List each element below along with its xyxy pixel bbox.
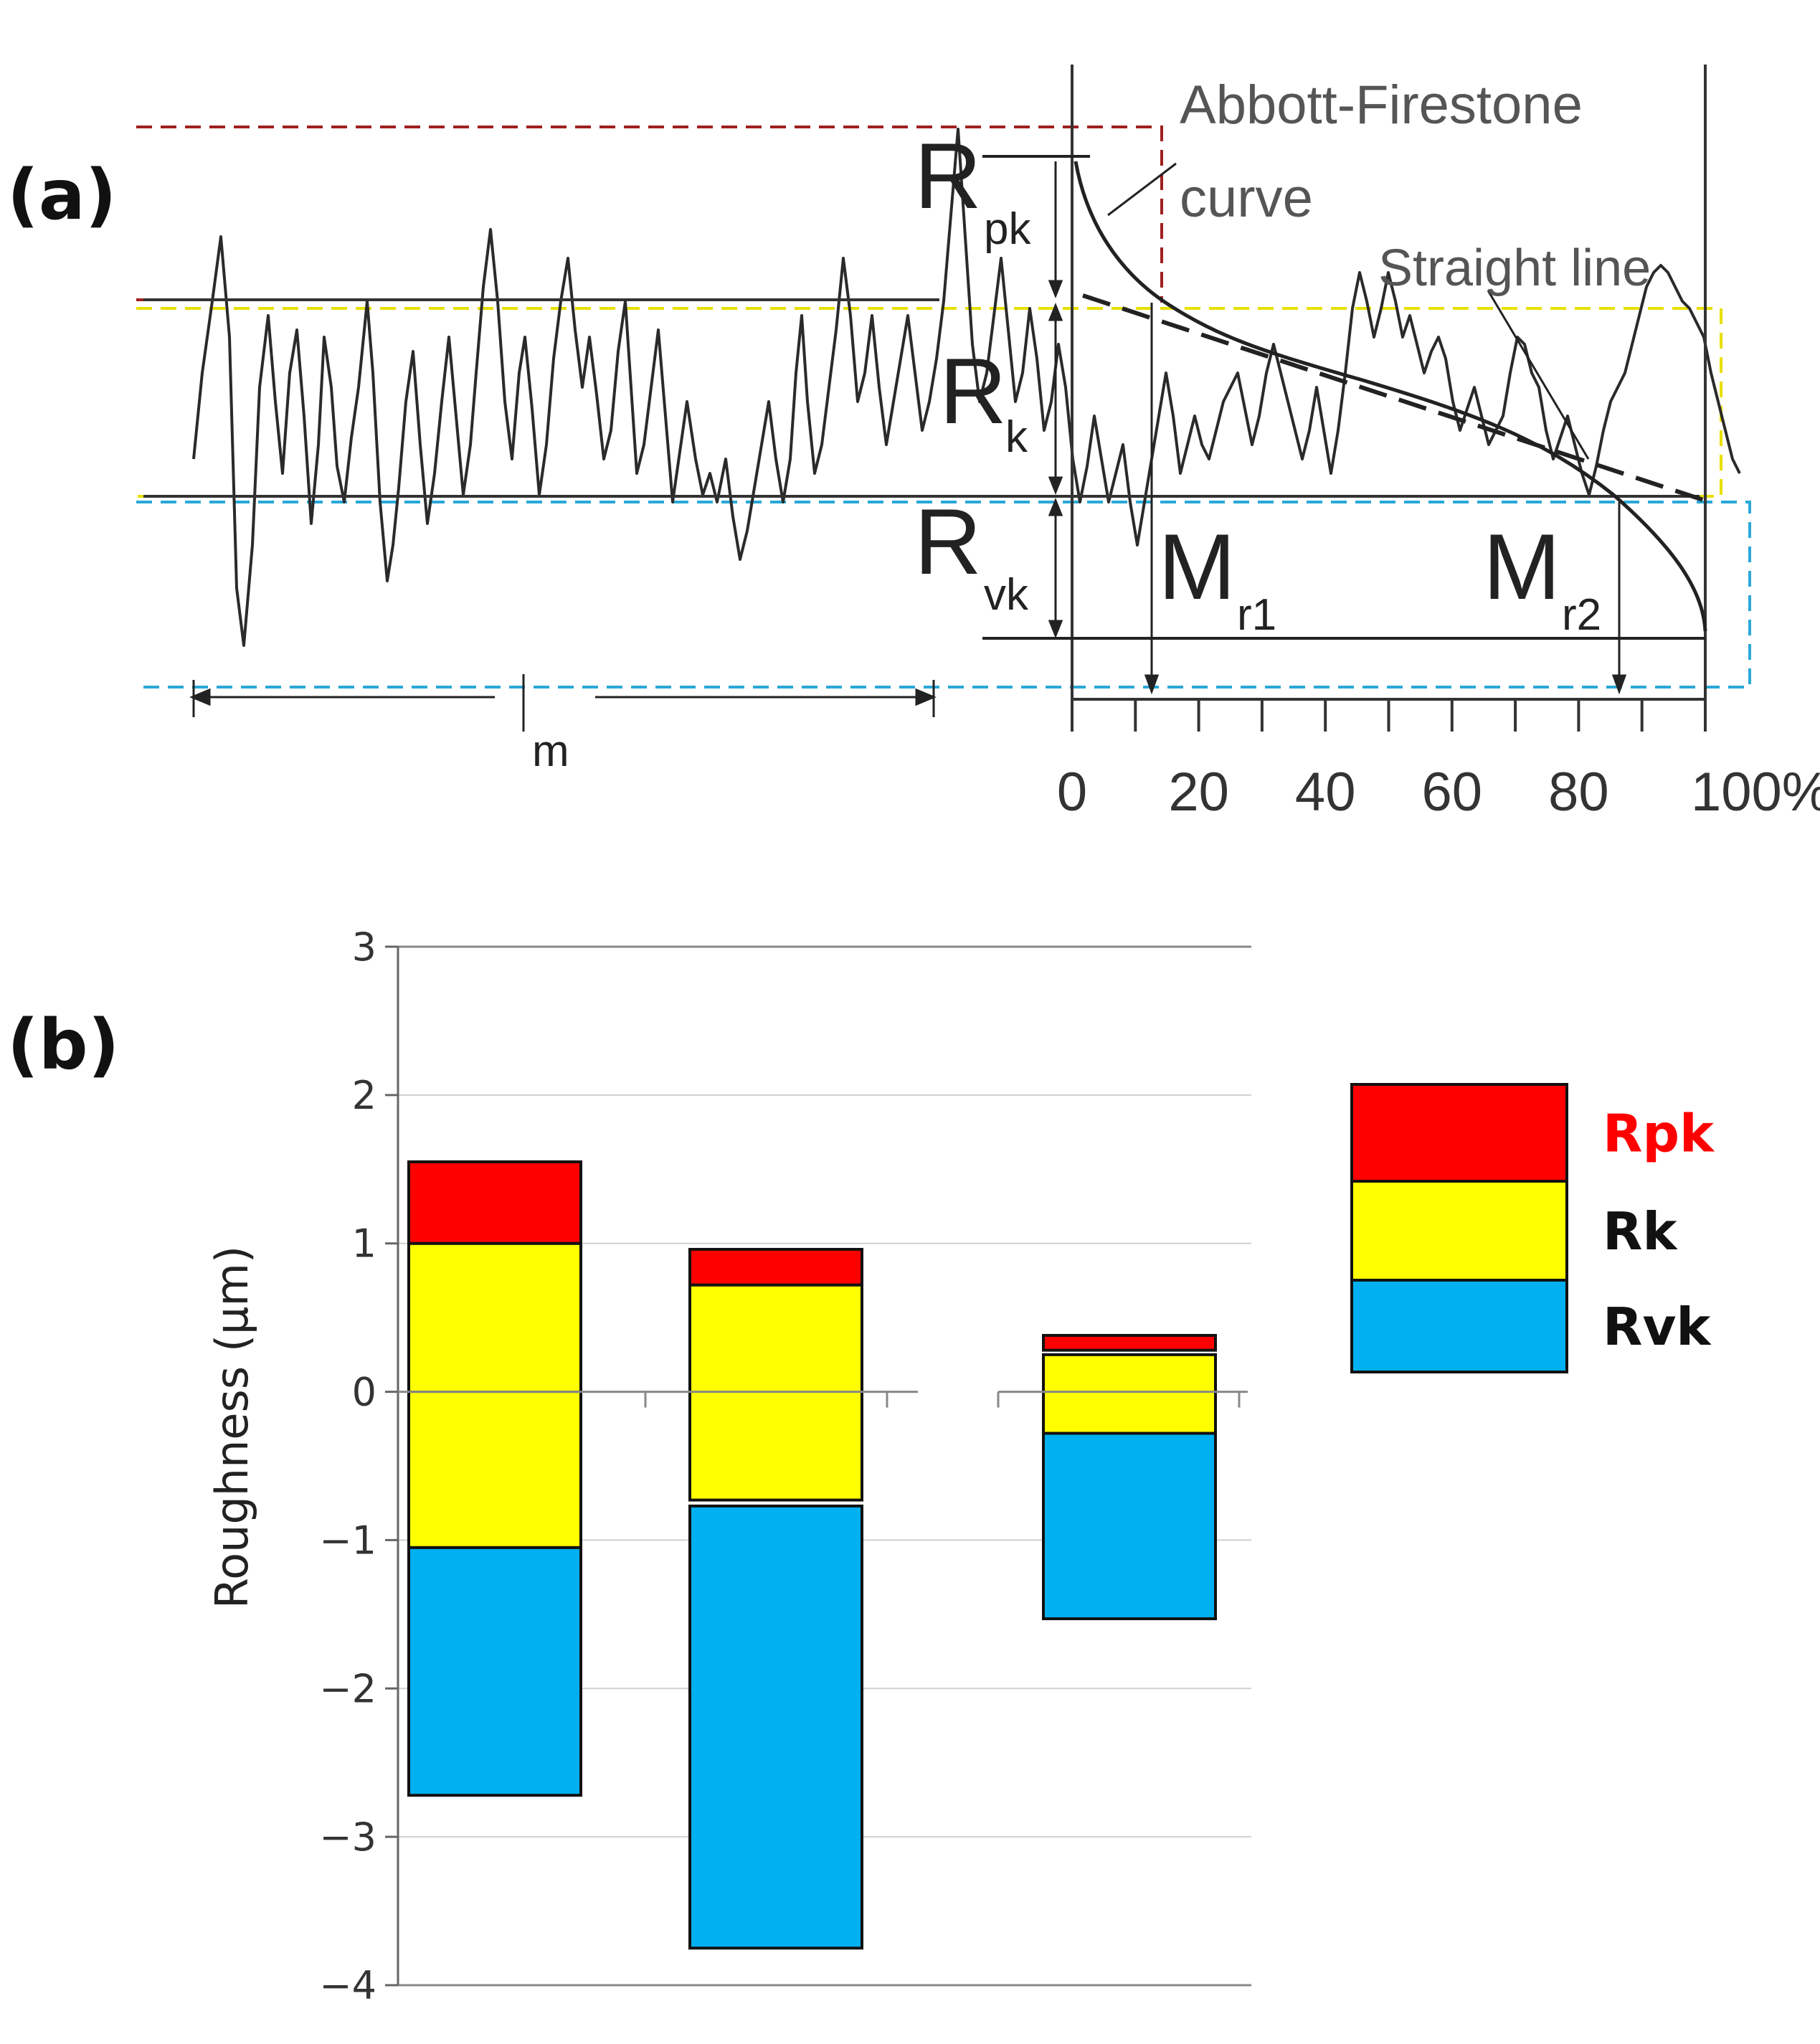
mr1-symbol: M [1158, 514, 1236, 619]
bar-rpk-1 [407, 1160, 582, 1245]
y-tick-label: 0 [352, 1370, 376, 1415]
straight-line-label: Straight line [1378, 240, 1651, 297]
percent-tick-label: 20 [1168, 762, 1229, 823]
bar-series [407, 1160, 1217, 1950]
abbott-firestone-curve [1073, 161, 1707, 632]
rpk-subscript: pk [984, 204, 1031, 254]
bar-rk-1 [407, 1241, 582, 1549]
bar-rk-3 [1042, 1353, 1217, 1435]
straight-line-leader [1487, 290, 1590, 460]
y-tick-label: 1 [352, 1221, 376, 1267]
mr2-subscript: r2 [1562, 590, 1601, 640]
percent-tick-label: 0 [1057, 762, 1087, 823]
bar-rvk-1 [407, 1546, 582, 1797]
legend-swatch-rvk [1350, 1279, 1568, 1373]
rvk-region-box [136, 501, 1751, 689]
y-axis: 3 2 1 0 −1 −2 −3 −4 [319, 924, 399, 2008]
legend-swatch-rpk [1350, 1083, 1568, 1183]
dimension-arrows [189, 161, 1627, 732]
y-tick-label: −2 [319, 1666, 376, 1711]
roughness-profile [192, 128, 1741, 647]
panel-b-chart: (b) Roughness (µm) 3 2 1 0 −1 −2 −3 −4 Rpk Rk Rvk [7, 924, 1715, 2008]
legend-label-rpk: Rpk [1603, 1104, 1715, 1164]
straight-line [1082, 293, 1706, 503]
bar-rpk-2 [688, 1247, 863, 1287]
percent-tick-label: 100% [1691, 762, 1820, 823]
mr2-symbol: M [1483, 514, 1560, 619]
legend-swatch-rk [1350, 1180, 1568, 1282]
legend: Rpk Rk Rvk [1350, 1083, 1715, 1373]
legend-label-rvk: Rvk [1603, 1297, 1712, 1357]
y-tick-label: 3 [352, 924, 376, 970]
mr1-subscript: r1 [1237, 590, 1276, 640]
percent-axis-labels: 0 20 40 60 80 100% [1057, 762, 1820, 823]
x-axis-ticks [398, 1391, 1248, 1408]
panel-a-diagram: (a) [7, 65, 1820, 823]
rk-subscript: k [1005, 412, 1028, 462]
bar-rvk-3 [1042, 1432, 1217, 1621]
percent-tick-label: 60 [1422, 762, 1483, 823]
rvk-symbol: R [914, 489, 982, 594]
lm-subscript: m [532, 727, 569, 776]
panel-a-label: (a) [7, 155, 117, 235]
bar-rvk-2 [688, 1504, 863, 1950]
curve-label: curve [1180, 168, 1313, 229]
y-axis-title: Roughness (µm) [206, 1246, 258, 1609]
bar-rpk-3 [1042, 1333, 1217, 1352]
abbott-firestone-label: Abbott-Firestone [1180, 75, 1583, 136]
rk-symbol: R [939, 339, 1007, 443]
panel-b-label: (b) [7, 1005, 119, 1085]
percent-tick-label: 80 [1548, 762, 1609, 823]
legend-label-rk: Rk [1603, 1201, 1678, 1262]
y-tick-label: −3 [319, 1814, 376, 1860]
y-tick-label: −1 [319, 1518, 376, 1563]
percent-tick-label: 40 [1295, 762, 1356, 823]
rpk-symbol: R [914, 123, 982, 228]
percent-axis-ticks [1071, 699, 1707, 732]
rpk-region-box [136, 126, 1163, 303]
y-tick-label: 2 [352, 1073, 376, 1118]
y-tick-label: −4 [319, 1963, 376, 2008]
rvk-subscript: vk [984, 570, 1029, 620]
curve-leader [1107, 162, 1177, 217]
